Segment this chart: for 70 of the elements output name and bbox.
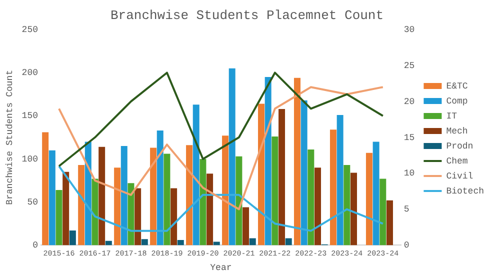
bar <box>134 188 142 246</box>
bar <box>380 178 386 246</box>
y-tick-label: 0 <box>32 240 38 251</box>
y2-tick-label: 20 <box>404 96 415 107</box>
bar <box>336 114 344 246</box>
bar <box>258 104 265 246</box>
bar <box>164 154 170 246</box>
bar <box>186 145 193 246</box>
y-tick-label: 100 <box>22 154 38 164</box>
bar <box>344 164 350 246</box>
bar <box>206 174 214 246</box>
bar <box>177 240 184 246</box>
y-axis-title: Branchwise Students Count <box>4 70 15 205</box>
bar <box>62 172 70 246</box>
legend-label: Comp <box>446 96 468 106</box>
y2-tick-label: 10 <box>404 168 415 179</box>
bar <box>314 168 322 246</box>
legend-label: E&TC <box>446 81 468 92</box>
bar <box>386 200 393 246</box>
y2-tick-label: 5 <box>404 204 410 215</box>
x-axis-title: Year <box>210 262 232 273</box>
y2-tick-label: 25 <box>404 60 415 71</box>
bar <box>92 178 98 246</box>
bar <box>236 156 242 246</box>
y-tick-label: 200 <box>22 68 38 78</box>
bar <box>156 130 164 246</box>
legend-label: Civil <box>446 171 474 182</box>
legend-label: Chem <box>446 156 468 166</box>
bar <box>372 142 380 246</box>
bar <box>114 168 121 246</box>
bar <box>249 238 256 246</box>
legend-label: Prodn <box>446 141 474 152</box>
bar <box>150 148 157 246</box>
bar <box>200 158 206 246</box>
bar <box>84 142 92 246</box>
bar <box>350 172 357 246</box>
bar <box>192 104 200 246</box>
bar <box>105 240 112 246</box>
bar <box>141 239 148 246</box>
bar <box>120 146 128 246</box>
legend-label: IT <box>446 111 458 122</box>
bar <box>294 78 300 246</box>
bar <box>264 77 272 246</box>
bar <box>330 130 336 246</box>
bar <box>56 190 62 246</box>
y2-tick-label: 0 <box>404 240 410 251</box>
bar <box>366 152 372 246</box>
y-tick-label: 50 <box>27 197 38 208</box>
bar <box>285 238 292 246</box>
y-tick-label: 250 <box>22 24 38 35</box>
bar <box>278 108 286 246</box>
bar <box>242 207 250 246</box>
bar <box>69 230 76 246</box>
bar <box>228 68 236 246</box>
bar <box>48 150 56 246</box>
y-tick-label: 150 <box>22 111 38 122</box>
bar <box>78 164 85 246</box>
legend-label: Mech <box>446 126 468 136</box>
y2-tick-label: 30 <box>404 24 415 35</box>
bar <box>222 136 229 246</box>
y2-tick-label: 15 <box>404 132 415 143</box>
bar <box>272 136 278 246</box>
chart-title: Branchwise Students Placemnet Count <box>110 8 384 24</box>
legend-label: Biotech <box>446 186 484 196</box>
bar <box>128 183 134 246</box>
bar <box>98 146 106 246</box>
bar <box>42 132 49 246</box>
bar <box>170 188 178 246</box>
bar <box>300 100 308 246</box>
bar <box>308 149 314 246</box>
